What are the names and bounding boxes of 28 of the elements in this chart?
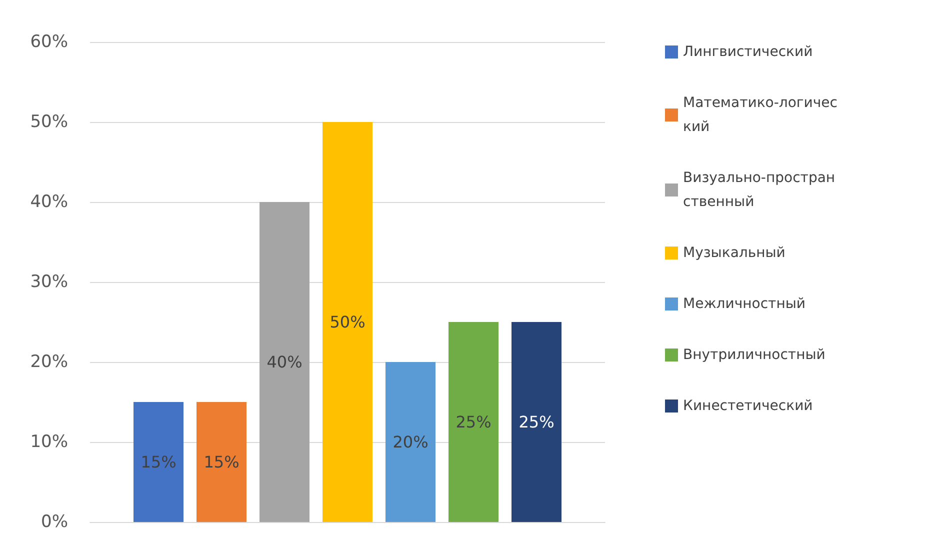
y-tick-label: 0% <box>41 512 68 532</box>
data-label: 25% <box>456 412 492 432</box>
legend-label: Математико-логический <box>683 95 838 135</box>
bar <box>512 322 562 522</box>
bar <box>448 322 498 522</box>
y-tick-label: 30% <box>30 272 68 292</box>
y-tick-label: 60% <box>30 32 68 52</box>
bar <box>196 402 246 522</box>
bar <box>260 202 310 522</box>
legend-label: Лингвистический <box>683 44 813 60</box>
data-label: 15% <box>140 452 176 472</box>
data-label: 15% <box>204 452 240 472</box>
legend-label: Музыкальный <box>683 245 786 261</box>
legend-label: Внутриличностный <box>683 347 826 363</box>
bar <box>322 122 372 522</box>
legend-label: Визуально-пространственный <box>683 170 836 210</box>
legend-label: Межличностный <box>683 296 806 312</box>
y-tick-label: 10% <box>30 432 68 452</box>
bar <box>134 402 184 522</box>
bar <box>386 362 436 522</box>
legend-label: Кинестетический <box>683 398 813 414</box>
data-label: 40% <box>266 352 302 372</box>
data-label: 25% <box>518 412 554 432</box>
data-label: 20% <box>392 432 428 452</box>
y-tick-label: 40% <box>30 192 68 212</box>
data-label: 50% <box>330 312 366 332</box>
y-tick-label: 50% <box>30 112 68 132</box>
y-tick-label: 20% <box>30 352 68 372</box>
